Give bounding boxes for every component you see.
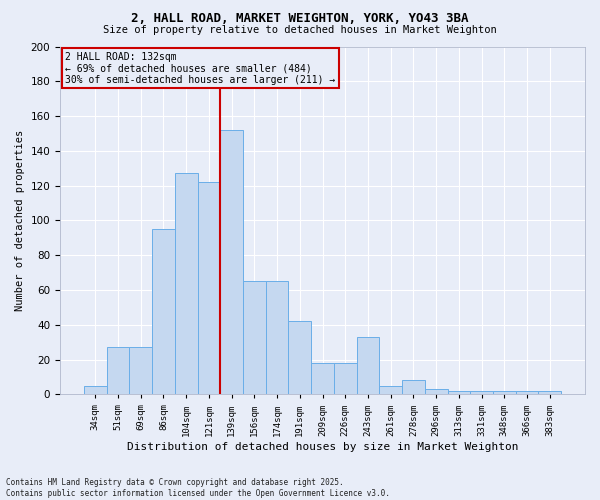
Text: Size of property relative to detached houses in Market Weighton: Size of property relative to detached ho… (103, 25, 497, 35)
X-axis label: Distribution of detached houses by size in Market Weighton: Distribution of detached houses by size … (127, 442, 518, 452)
Bar (470, 391, 493, 394)
Bar (493, 391, 515, 394)
Bar (152, 229, 175, 394)
Y-axis label: Number of detached properties: Number of detached properties (15, 130, 25, 311)
Bar (266, 281, 289, 394)
Bar (84, 386, 107, 394)
Bar (379, 386, 402, 394)
Text: 2 HALL ROAD: 132sqm
← 69% of detached houses are smaller (484)
30% of semi-detac: 2 HALL ROAD: 132sqm ← 69% of detached ho… (65, 52, 335, 85)
Bar (243, 281, 266, 394)
Text: 2, HALL ROAD, MARKET WEIGHTON, YORK, YO43 3BA: 2, HALL ROAD, MARKET WEIGHTON, YORK, YO4… (131, 12, 469, 26)
Bar (334, 363, 356, 394)
Text: Contains HM Land Registry data © Crown copyright and database right 2025.
Contai: Contains HM Land Registry data © Crown c… (6, 478, 390, 498)
Bar (425, 389, 448, 394)
Bar (220, 130, 243, 394)
Bar (311, 363, 334, 394)
Bar (197, 182, 220, 394)
Bar (289, 321, 311, 394)
Bar (175, 174, 197, 394)
Bar (130, 348, 152, 395)
Bar (538, 391, 561, 394)
Bar (448, 391, 470, 394)
Bar (402, 380, 425, 394)
Bar (356, 337, 379, 394)
Bar (107, 348, 130, 395)
Bar (515, 391, 538, 394)
